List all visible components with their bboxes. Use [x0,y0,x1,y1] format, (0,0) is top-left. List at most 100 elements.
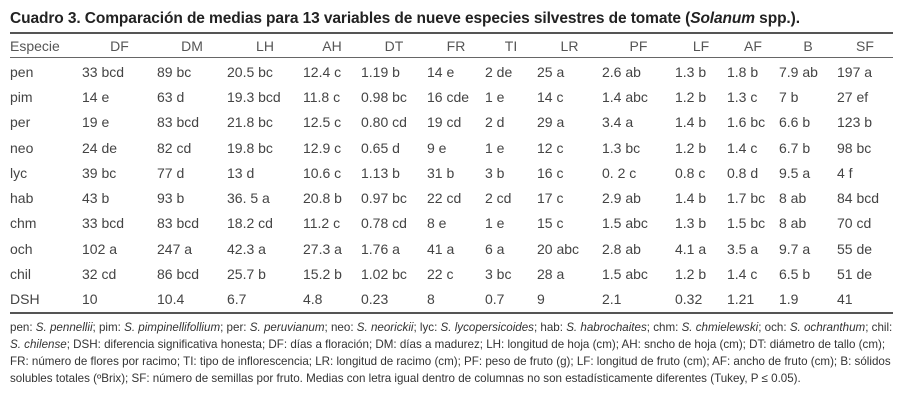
value-cell: 197 a [837,63,873,80]
species-name: S. lycopersicoides [440,321,534,334]
column-header-dm: DM [181,37,203,54]
value-cell: 86 bcd [157,266,200,283]
table-row: pim 14 e 63 d 19.3 bcd 11.8 c 0.98 bc 16 cde 1 … [10,84,893,109]
value-cell: 0.23 [361,291,389,308]
top-rule [10,32,893,34]
value-cell: 55 de [837,240,873,257]
value-cell: 6 a [485,240,505,257]
column-header-ti: TI [504,37,518,54]
value-cell: 14 e [427,63,455,80]
value-cell: 13 d [227,164,255,181]
value-cell: 19 e [82,114,110,131]
table-footnote: pen: S. pennellii; pim: S. pimpinellifol… [10,319,895,387]
species-cell: DSH [10,291,40,308]
value-cell: 8 e [427,215,447,232]
value-cell: 27.3 a [303,240,342,257]
value-cell: 0.98 bc [361,88,407,105]
value-cell: 0.97 bc [361,190,407,207]
value-cell: 28 a [537,266,565,283]
value-cell: 10.6 c [303,164,342,181]
header-rule [10,57,893,58]
value-cell: 2 d [485,114,505,131]
value-cell: 1.4 b [675,190,707,207]
value-cell: 32 cd [82,266,117,283]
value-cell: 93 b [157,190,185,207]
column-header-sf: SF [856,37,874,54]
value-cell: 83 bcd [157,114,200,131]
value-cell: 20.5 bc [227,63,273,80]
value-cell: 20 abc [537,240,580,257]
table-body: pen 33 bcd 89 bc 20.5 bc 12.4 c 1.19 b 14 e 2 d… [10,57,893,312]
header-row: Especie DF DM LH AH DT FR TI LR PF LF AF B SF [10,34,893,57]
table-row: chm 33 bcd 83 bcd 18.2 cd 11.2 c 0.78 cd 8 e 1 … [10,211,893,236]
species-cell: neo [10,139,34,156]
value-cell: 1.3 b [675,63,707,80]
value-cell: 1.7 bc [727,190,766,207]
value-cell: 1.5 abc [602,215,648,232]
footnote-text: ; per: [220,321,250,334]
value-cell: 0.32 [675,291,703,308]
value-cell: 2 cd [485,190,512,207]
value-cell: 0.7 [485,291,505,308]
species-name: S. chilense [10,338,67,351]
value-cell: 247 a [157,240,193,257]
footnote-text: ; DSH: diferencia significativa honesta;… [10,338,891,385]
value-cell: 22 cd [427,190,462,207]
value-cell: 29 a [537,114,565,131]
value-cell: 33 bcd [82,63,125,80]
value-cell: 0.8 c [675,164,706,181]
footnote-text: pen: [10,321,36,334]
value-cell: 19 cd [427,114,462,131]
value-cell: 8 [427,291,435,308]
value-cell: 3.4 a [602,114,634,131]
value-cell: 3 bc [485,266,512,283]
column-header-especie: Especie [10,37,60,54]
value-cell: 1 e [485,88,505,105]
value-cell: 12 c [537,139,564,156]
value-cell: 1.5 bc [727,215,766,232]
table-row: pen 33 bcd 89 bc 20.5 bc 12.4 c 1.19 b 14 e 2 d… [10,57,893,84]
value-cell: 3 b [485,164,505,181]
bottom-rule [10,312,893,314]
value-cell: 2.9 ab [602,190,641,207]
column-header-lr: LR [560,37,579,54]
species-cell: pim [10,88,33,105]
value-cell: 51 de [837,266,873,283]
value-cell: 9.5 a [779,164,811,181]
value-cell: 41 a [427,240,455,257]
value-cell: 1.9 [779,291,799,308]
value-cell: 36. 5 a [227,190,270,207]
column-header-ah: AH [322,37,342,54]
column-header-af: AF [744,37,762,54]
footnote-text: ; pim: [92,321,125,334]
caption-genus: Solanum [690,10,755,27]
means-comparison-table: Especie DF DM LH AH DT FR TI LR PF LF AF B SF pen 33 b… [10,34,893,312]
value-cell: 83 bcd [157,215,200,232]
value-cell: 19.3 bcd [227,88,281,105]
value-cell: 1.3 bc [602,139,641,156]
value-cell: 43 b [82,190,110,207]
value-cell: 3.5 a [727,240,759,257]
value-cell: 1.2 b [675,266,707,283]
value-cell: 1.3 c [727,88,758,105]
value-cell: 24 de [82,139,118,156]
species-cell: per [10,114,31,131]
value-cell: 102 a [82,240,118,257]
species-name: S. ochranthum [789,321,866,334]
value-cell: 2.8 ab [602,240,641,257]
value-cell: 11.8 c [303,88,341,105]
value-cell: 1.6 bc [727,114,766,131]
value-cell: 8 ab [779,215,807,232]
caption-suffix: spp.). [754,10,800,27]
value-cell: 1.3 b [675,215,707,232]
value-cell: 11.2 c [303,215,341,232]
value-cell: 7 b [779,88,799,105]
column-header-dt: DT [384,37,404,54]
value-cell: 4.1 a [675,240,707,257]
value-cell: 1.4 abc [602,88,648,105]
value-cell: 19.8 bc [227,139,273,156]
column-header-fr: FR [446,37,466,54]
value-cell: 70 cd [837,215,872,232]
species-cell: lyc [10,164,28,181]
value-cell: 1.02 bc [361,266,407,283]
